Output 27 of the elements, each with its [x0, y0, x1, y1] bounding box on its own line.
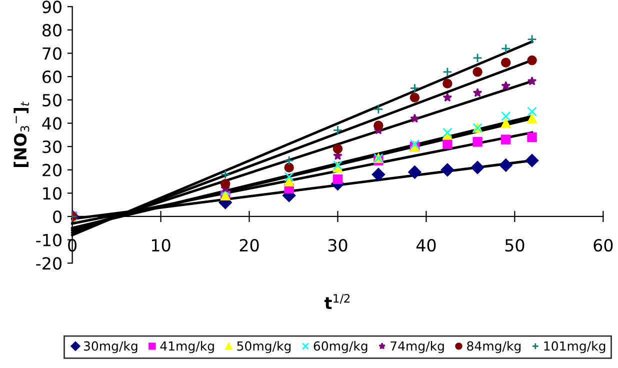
x-axis-title: t$^{1/2}$ [324, 294, 350, 309]
x-tick-label: 20 [240, 239, 259, 252]
legend-label: 74mg/kg [390, 341, 444, 354]
legend-label: 101mg/kg [544, 341, 606, 354]
legend-label: 60mg/kg [314, 341, 368, 354]
y-tick-label: 50 [42, 94, 62, 106]
x-tick-label: 50 [505, 239, 524, 252]
y-tick-label: 70 [42, 47, 62, 60]
y-tick-label: -10 [36, 234, 62, 246]
x-tick-label: 30 [328, 239, 348, 252]
y-tick-label: 80 [42, 24, 62, 37]
y-tick-label: 10 [43, 187, 62, 200]
x-tick-label: 10 [152, 239, 170, 252]
y-tick-label: 20 [42, 164, 62, 176]
y-tick-label: 90 [42, 0, 62, 14]
legend-label: 41mg/kg [160, 341, 214, 354]
y-tick-label: 30 [42, 140, 62, 154]
legend-label: 50mg/kg [237, 341, 291, 354]
x-tick-label: 40 [416, 239, 436, 252]
legend-label: 84mg/kg [467, 341, 521, 354]
y-tick-label: 60 [42, 70, 62, 84]
y-tick-label: 40 [42, 117, 62, 130]
legend-label: 30mg/kg [84, 341, 138, 354]
y-axis-title: [NO$_{3}$$^{−}$]$_{t}$ [14, 102, 30, 167]
y-tick-label: 0 [53, 210, 62, 224]
x-tick-label: 60 [594, 239, 613, 252]
y-tick-label: -20 [36, 257, 62, 270]
